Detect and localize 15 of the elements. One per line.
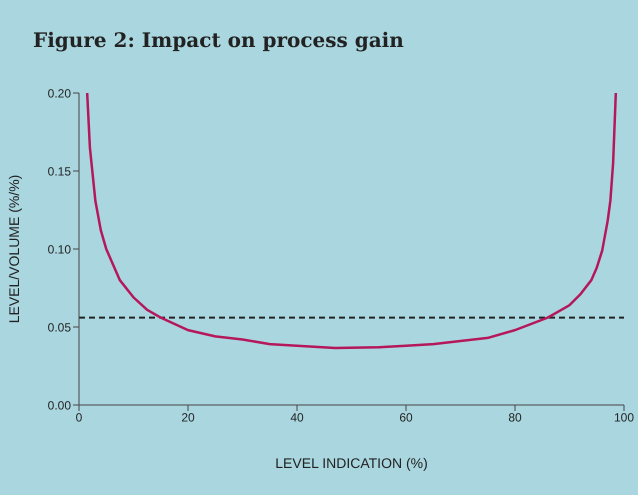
y-tick-label: 0.20	[48, 86, 72, 100]
x-tick-label: 60	[399, 410, 413, 425]
y-tick-label: 0.00	[48, 398, 72, 412]
y-tick-label: 0.10	[48, 242, 72, 256]
y-tick-label: 0.15	[48, 164, 72, 178]
x-axis-title: LEVEL INDICATION (%)	[275, 455, 428, 471]
x-tick-label: 100	[614, 410, 634, 425]
x-tick-label: 0	[76, 410, 83, 425]
x-tick-label: 20	[181, 410, 195, 425]
x-tick-label: 40	[290, 410, 304, 425]
x-tick-label: 80	[508, 410, 522, 425]
chart-title: Figure 2: Impact on process gain	[33, 28, 404, 52]
y-tick-label: 0.05	[48, 320, 72, 334]
y-axis-title: LEVEL/VOLUME (%/%)	[6, 174, 22, 324]
line-series	[86, 93, 618, 350]
